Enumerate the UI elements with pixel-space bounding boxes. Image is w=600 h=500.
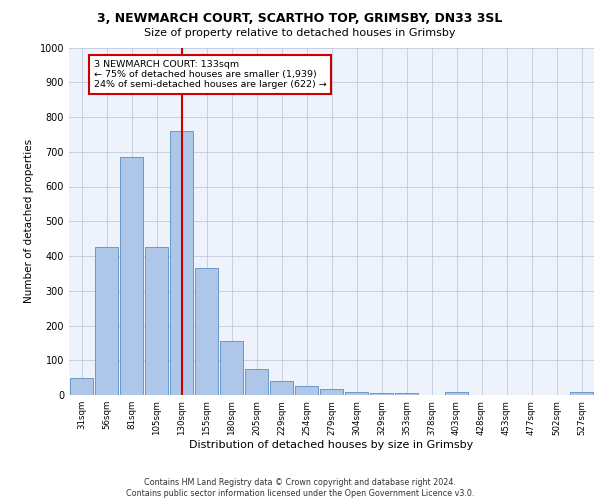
- Text: Size of property relative to detached houses in Grimsby: Size of property relative to detached ho…: [144, 28, 456, 38]
- Text: 3, NEWMARCH COURT, SCARTHO TOP, GRIMSBY, DN33 3SL: 3, NEWMARCH COURT, SCARTHO TOP, GRIMSBY,…: [97, 12, 503, 26]
- Bar: [345, 392, 368, 395]
- Text: 3 NEWMARCH COURT: 133sqm
← 75% of detached houses are smaller (1,939)
24% of sem: 3 NEWMARCH COURT: 133sqm ← 75% of detach…: [94, 60, 327, 90]
- Bar: [320, 389, 343, 395]
- Bar: [295, 386, 318, 395]
- Bar: [70, 378, 93, 395]
- Bar: [245, 369, 268, 395]
- Y-axis label: Number of detached properties: Number of detached properties: [24, 139, 34, 304]
- Bar: [270, 381, 293, 395]
- Bar: [570, 392, 593, 395]
- X-axis label: Distribution of detached houses by size in Grimsby: Distribution of detached houses by size …: [190, 440, 473, 450]
- Text: Contains HM Land Registry data © Crown copyright and database right 2024.
Contai: Contains HM Land Registry data © Crown c…: [126, 478, 474, 498]
- Bar: [370, 392, 393, 395]
- Bar: [395, 394, 418, 395]
- Bar: [170, 131, 193, 395]
- Bar: [120, 157, 143, 395]
- Bar: [95, 248, 118, 395]
- Bar: [195, 268, 218, 395]
- Bar: [220, 341, 243, 395]
- Bar: [445, 392, 468, 395]
- Bar: [145, 248, 168, 395]
